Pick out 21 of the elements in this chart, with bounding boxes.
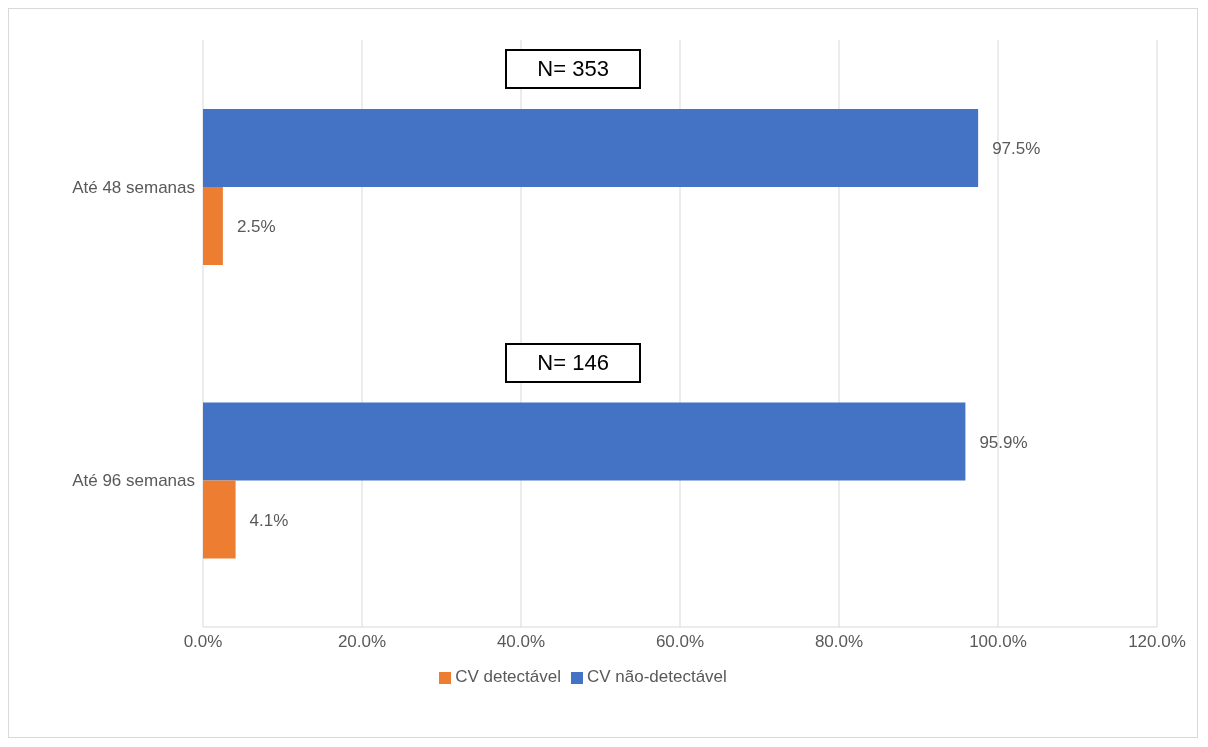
x-tick-label: 40.0% [496,632,546,652]
bar [203,402,966,481]
x-tick-label: 60.0% [655,632,705,652]
data-label: 4.1% [249,510,289,530]
annotation: N= 146 [505,342,642,383]
legend-label: CV detectável [455,667,561,686]
legend-label: CV não-detectável [586,667,727,686]
data-label: 2.5% [236,217,276,237]
x-tick-label: 0.0% [183,632,223,652]
bar [203,108,979,187]
annotation: N= 353 [505,49,642,89]
x-tick-label: 120.0% [1128,632,1186,652]
y-tick-label: Até 96 semanas [72,471,195,491]
x-tick-label: 100.0% [969,632,1027,652]
x-tick-label: 80.0% [814,632,864,652]
y-tick-label: Até 48 semanas [72,177,195,197]
data-label: 97.5% [992,139,1041,159]
x-tick-label: 20.0% [337,632,387,652]
bar [203,186,223,265]
data-label: 95.9% [979,432,1028,452]
bar [203,480,236,559]
